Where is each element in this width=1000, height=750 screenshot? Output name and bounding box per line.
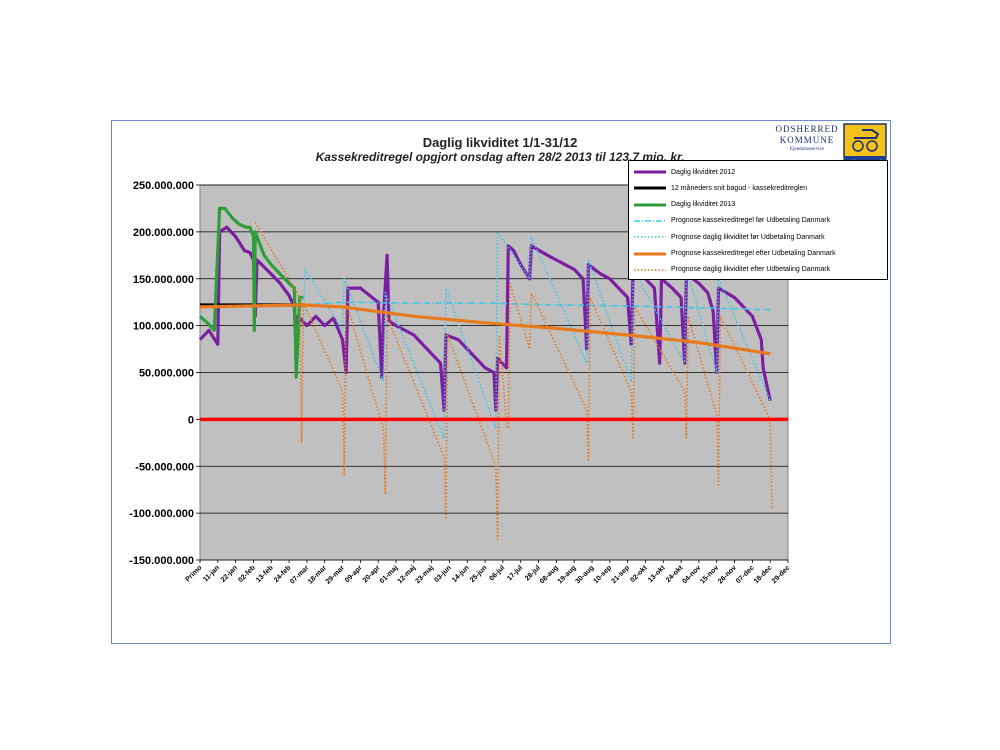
x-tick-label: 25-jun [469, 564, 489, 584]
legend-item: Daglig likviditet 2013 [633, 197, 735, 213]
x-tick-label: 22-jan [220, 564, 239, 583]
x-tick-label: 12-maj [397, 564, 418, 585]
legend-swatch [634, 236, 666, 238]
x-tick-label: 11-jan [202, 564, 221, 583]
series-line-1 [198, 225, 772, 412]
logo-text-line2: KOMMUNE [779, 135, 835, 145]
x-tick-label: 15-nov [699, 564, 720, 585]
legend-swatch [634, 220, 666, 222]
legend-label: Prognose kassekreditregel efter Udbetali… [671, 250, 836, 257]
y-tick-label: -50.000.000 [135, 461, 194, 473]
x-tick-label: 06-jul [488, 564, 506, 582]
series-line-5 [302, 231, 771, 439]
x-tick-label: 13-feb [255, 564, 275, 584]
x-tick-label: Primo [184, 564, 203, 583]
x-tick-label: 29-mar [325, 564, 346, 585]
legend-item: Daglig likviditet 2012 [633, 164, 735, 180]
legend-label: Daglig likviditet 2013 [671, 201, 736, 209]
legend-swatch [634, 203, 666, 207]
x-tick-label: 03-jun [433, 564, 453, 584]
legend-item: Prognose daglig likviditet før Udbetalin… [633, 229, 825, 245]
x-tick-label: 09-apr [344, 564, 364, 584]
legend-swatch [634, 170, 666, 174]
legend-item: 12 måneders snit bagud - kassekreditregl… [633, 180, 807, 196]
chart-legend: Daglig likviditet 2012 12 måneders snit b… [628, 160, 888, 280]
legend-label: 12 måneders snit bagud - kassekreditregl… [671, 184, 808, 192]
chart-subtitle: Kassekreditregel opgjort onsdag aften 28… [315, 150, 685, 164]
series-line-6 [199, 303, 771, 356]
x-tick-label: 18-dec [753, 564, 774, 585]
chart-title: Daglig likviditet 1/1-31/12 [422, 135, 578, 150]
series-line-3 [198, 206, 304, 379]
legend-label: Prognose daglig likviditet før Udbetalin… [671, 233, 825, 241]
x-tick-label: 10-sep [593, 564, 614, 585]
legend-label: Prognose daglig likviditet efter Udbetal… [671, 266, 831, 274]
x-tick-label: 30-aug [575, 564, 596, 585]
legend-swatch [634, 268, 666, 271]
x-tick-label: 21-sep [610, 564, 631, 585]
legend-item: Prognose daglig likviditet efter Udbetal… [633, 262, 830, 278]
x-tick-label: 07-dec [735, 564, 756, 585]
x-tick-label: 02-feb [237, 564, 257, 584]
y-tick-label: 150.000.000 [133, 274, 194, 286]
x-tick-label: 19-aug [557, 564, 578, 585]
y-tick-label: 250.000.000 [133, 180, 194, 192]
x-tick-label: 04-nov [681, 564, 702, 585]
y-tick-label: 0 [188, 414, 194, 426]
x-tick-label: 17-jul [506, 564, 524, 582]
legend-swatch [634, 252, 666, 255]
y-tick-label: -100.000.000 [129, 508, 194, 520]
y-tick-label: 200.000.000 [133, 227, 194, 239]
x-tick-label: 23-maj [414, 564, 435, 585]
legend-label: Daglig likviditet 2012 [671, 168, 736, 176]
logo-text-line1: ODSHERRED [775, 124, 839, 134]
y-tick-label: -150.000.000 [129, 555, 194, 567]
logo-text-line3: Ejendomsservice [789, 147, 825, 152]
x-tick-label: 26-nov [717, 564, 738, 585]
legend-item: Prognose kassekreditregel efter Udbetali… [633, 246, 836, 262]
y-tick-label: 100.000.000 [133, 321, 194, 333]
x-tick-label: 01-maj [379, 564, 400, 585]
x-tick-label: 02-okt [629, 564, 649, 584]
x-tick-label: 13-okt [647, 564, 667, 584]
y-tick-label: 50.000.000 [139, 368, 194, 380]
series-line-4 [303, 301, 771, 311]
legend-item: Prognose kassekreditregel før Udbetaling… [633, 213, 830, 229]
x-tick-label: 29-dec [771, 564, 792, 585]
legend-label: Prognose kassekreditregel før Udbetaling… [671, 217, 831, 225]
x-tick-label: 14-jun [451, 564, 471, 584]
x-tick-label: 08-aug [539, 564, 560, 585]
legend-swatch [634, 186, 666, 190]
